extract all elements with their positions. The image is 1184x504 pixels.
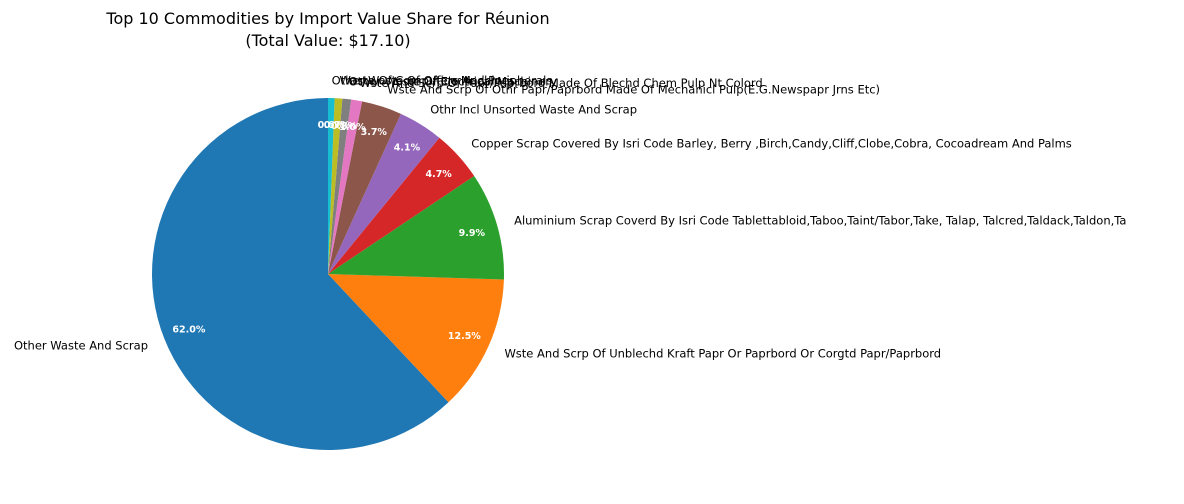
slice-percent-label: 1.0%	[339, 122, 366, 133]
slice-percent-label: 12.5%	[448, 331, 481, 342]
pie-slice	[328, 113, 440, 274]
slice-label: Aluminium Scrap Coverd By Isri Code Tabl…	[514, 214, 1126, 228]
slice-label: Other Waste And Scrap	[14, 338, 148, 352]
slice-label: Wste And Scrp Of Papr/Paprbord Made Of B…	[359, 76, 762, 90]
slice-percent-label: 0.6%	[318, 120, 345, 131]
slice-percent-label: 3.7%	[361, 127, 388, 138]
slice-label: Othr Incl Unsorted Waste And Scrap	[430, 103, 637, 117]
pie-slice	[328, 98, 335, 274]
pie-slice	[328, 274, 504, 403]
slice-percent-label: 4.1%	[394, 142, 421, 153]
chart-title: Top 10 Commodities by Import Value Share…	[105, 9, 549, 28]
slice-percent-label: 0.8%	[331, 121, 358, 132]
pie-slice	[328, 175, 504, 280]
pie-slice	[328, 101, 401, 274]
pie-slice	[328, 98, 352, 274]
slice-label: Wste And Scrp Of Othr Papr/Paprbord Made…	[387, 83, 880, 97]
chart-subtitle: (Total Value: $17.10)	[245, 31, 410, 50]
slice-percent-label: 4.7%	[425, 169, 452, 180]
pie-slice	[328, 98, 343, 274]
slice-label: Waste Of Computers And Peripherals	[340, 74, 553, 88]
slice-labels: Other Waste And Scrap Wste And Scrp Of Un…	[14, 73, 1126, 360]
slice-percent-label: 62.0%	[172, 325, 205, 336]
pie-slice	[328, 99, 363, 274]
slice-label: Other Waste Of Office Machines	[332, 73, 515, 87]
pie-slice	[152, 98, 449, 451]
pie-slice	[328, 137, 475, 274]
slice-label: Wste And Scrp Of Unblechd Kraft Papr Or …	[504, 347, 941, 361]
slice-label: Other Waste Of Electrical Machinery	[349, 75, 557, 89]
pie-slices	[152, 98, 504, 451]
slice-percent-label: 0.7%	[324, 120, 351, 131]
slice-percent-label: 9.9%	[459, 228, 486, 239]
slice-label: Copper Scrap Covered By Isri Code Barley…	[471, 137, 1072, 151]
slice-percent-labels: 62.0% 12.5% 9.9% 4.7% 4.1% 3.7%1.0%0.8%0.7%0.…	[172, 120, 485, 342]
